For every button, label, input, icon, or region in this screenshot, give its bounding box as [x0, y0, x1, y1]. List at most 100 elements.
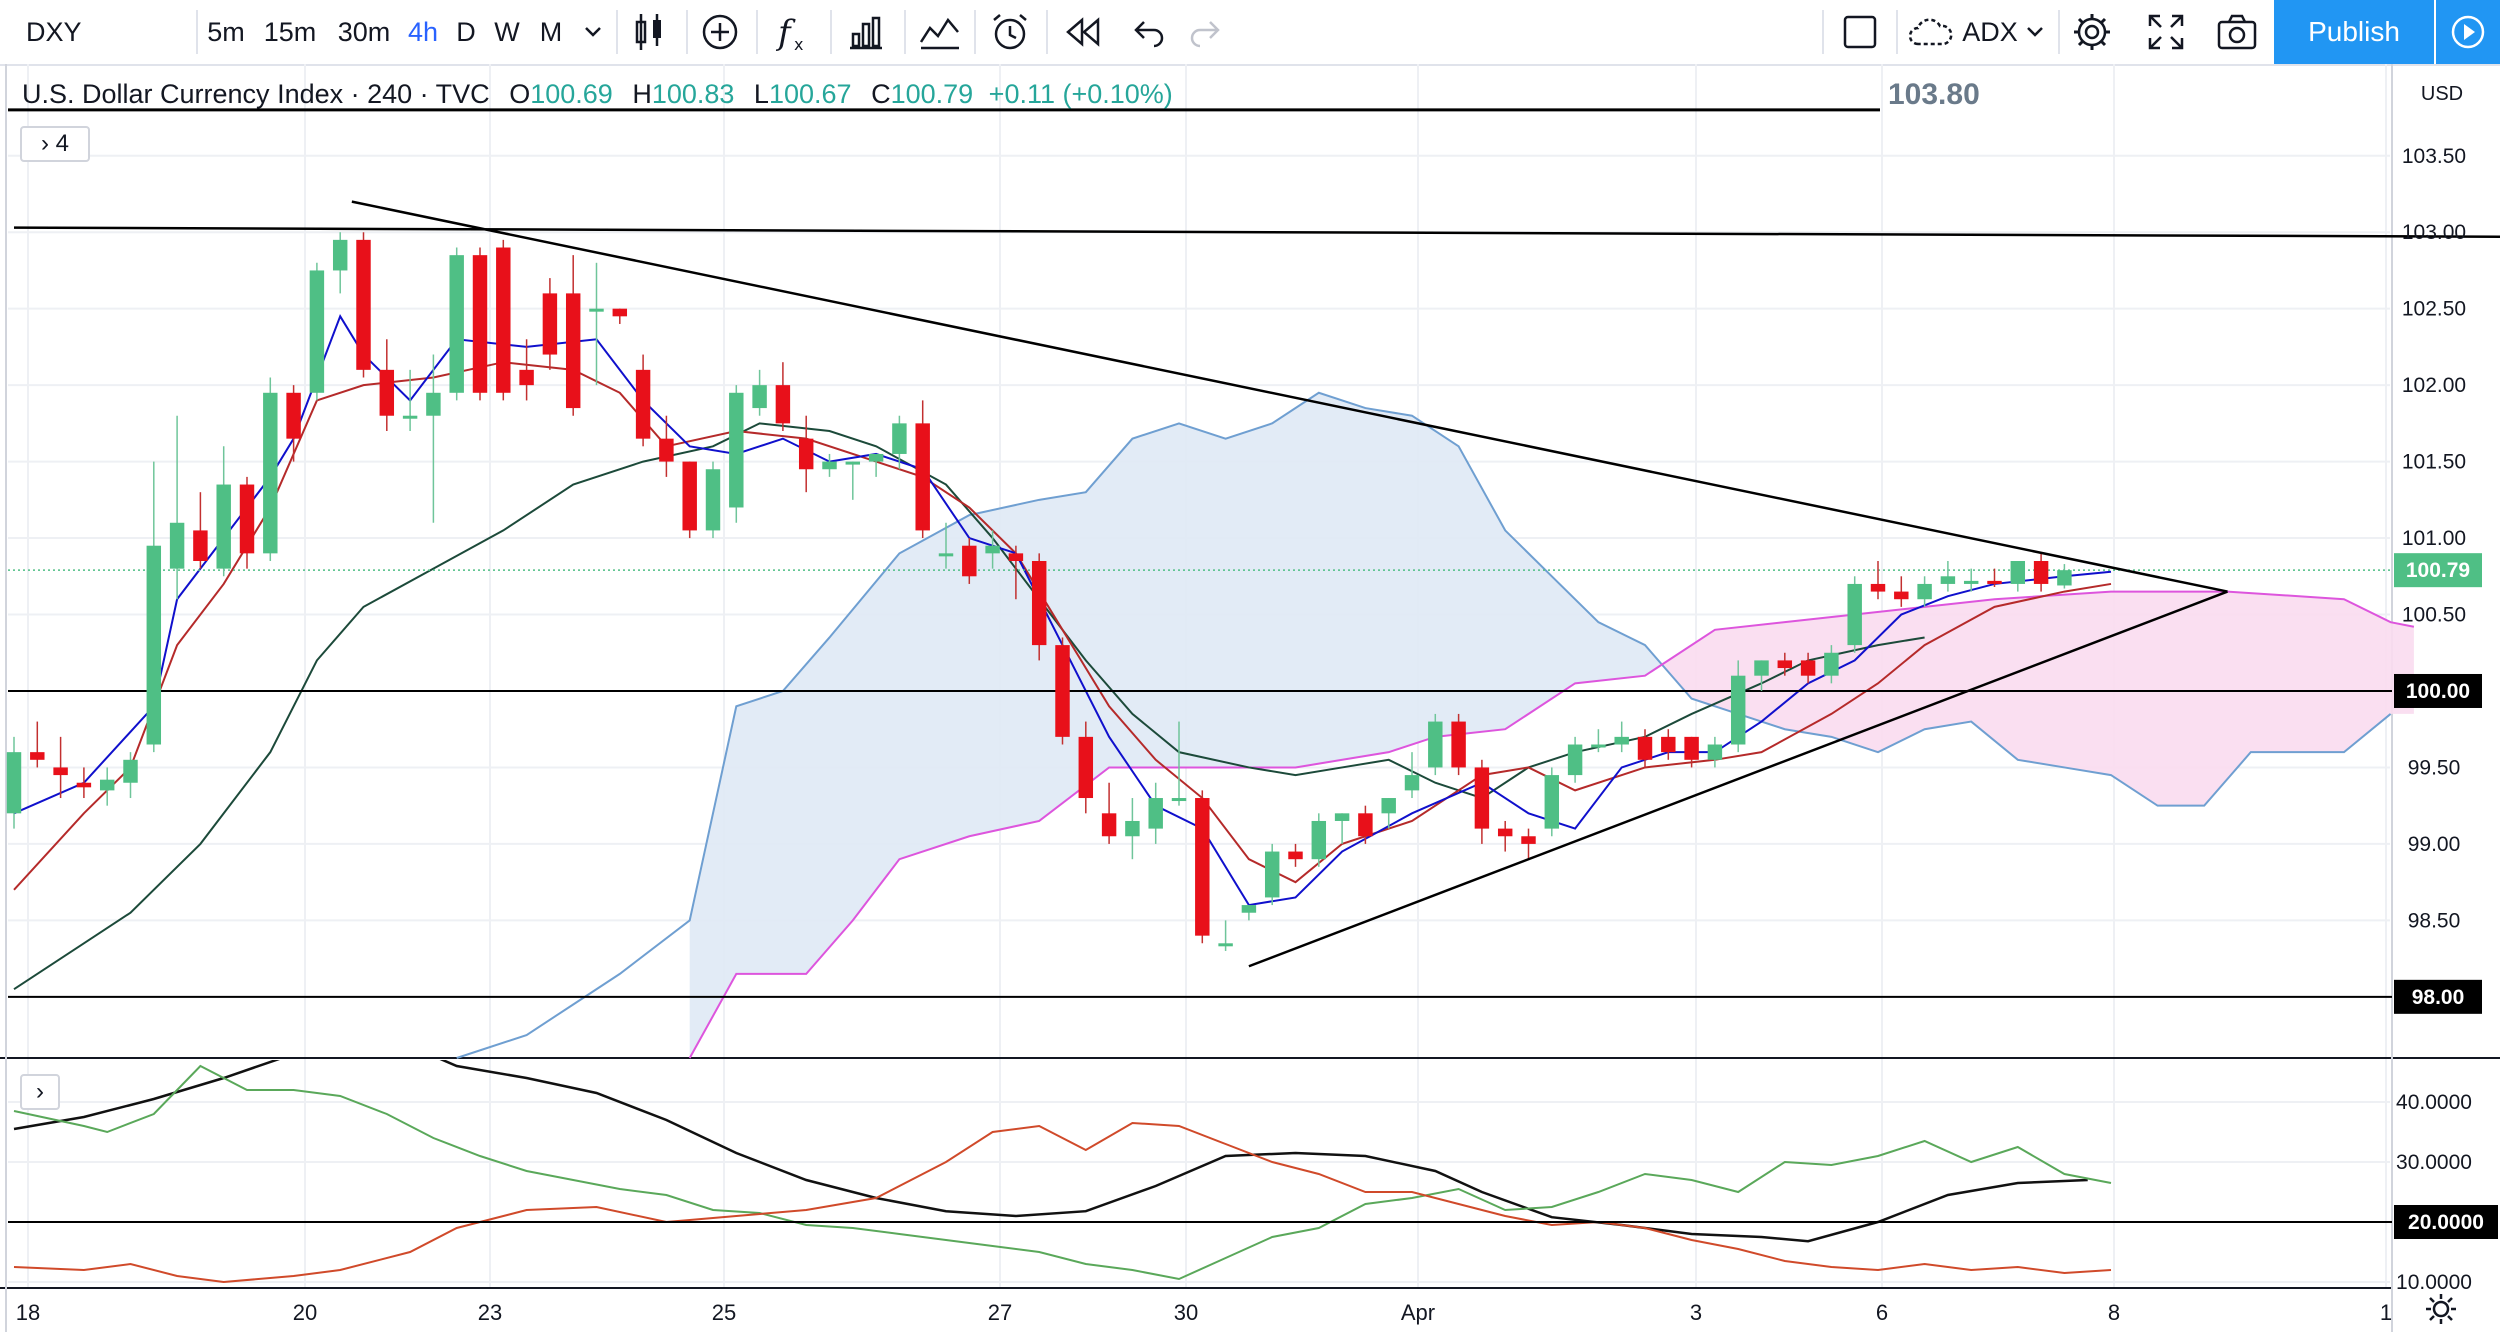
candle-up: [868, 453, 884, 462]
fullscreen-icon[interactable]: [2146, 12, 2186, 52]
candle-up: [845, 461, 861, 465]
camera-icon[interactable]: [2216, 12, 2258, 52]
candle-down: [193, 530, 208, 561]
toolbar-divider: [1896, 10, 1898, 54]
interval-15m[interactable]: 15m: [263, 17, 317, 47]
price-tick-label: 101.00: [2402, 527, 2466, 550]
candle-up: [1544, 775, 1560, 829]
undo-icon[interactable]: [1132, 16, 1168, 48]
candle-down: [1055, 645, 1070, 737]
candle-up: [1148, 798, 1163, 829]
candle-down: [1451, 721, 1466, 768]
toolbar-divider: [974, 10, 976, 54]
candle-up: [2057, 570, 2072, 586]
gear-icon[interactable]: [2072, 12, 2112, 52]
legend-low: 100.67: [768, 79, 852, 109]
candle-up: [1381, 798, 1396, 814]
candle-up: [309, 270, 325, 393]
legend-open-label: O: [509, 79, 531, 109]
chart-area[interactable]: 98.0098.5099.0099.50100.00100.50101.0010…: [0, 64, 2500, 1332]
chevron-down-icon[interactable]: [2024, 22, 2046, 42]
toolbar-divider: [686, 10, 688, 54]
adx-tick-label: 30.0000: [2396, 1151, 2472, 1174]
candle-down: [798, 438, 814, 470]
candle-down: [496, 247, 511, 393]
interval-30m[interactable]: 30m: [337, 17, 391, 47]
currency-label[interactable]: USD: [2420, 83, 2464, 105]
symbol-search[interactable]: DXY: [26, 17, 82, 47]
candle-up: [99, 779, 115, 791]
candle-down: [53, 767, 68, 776]
toolbar-divider: [904, 10, 906, 54]
trendlines[interactable]: [13, 200, 2500, 968]
level-label: 103.80: [1888, 78, 1980, 111]
adx-level-tag: 20.0000: [2408, 1211, 2484, 1234]
toolbar-divider: [756, 10, 758, 54]
interval-4h[interactable]: 4h: [407, 17, 439, 47]
candle-down: [1195, 798, 1210, 936]
chevron-right-icon: ›: [36, 1078, 44, 1105]
time-tick-label: 6: [1876, 1300, 1888, 1325]
rectangle-icon[interactable]: [1842, 14, 1878, 50]
candle-up: [1334, 813, 1350, 821]
price-tick-label: 103.50: [2402, 145, 2466, 168]
play-icon: [2451, 15, 2485, 49]
candle-up: [216, 484, 231, 569]
settings-gear-icon[interactable]: [2424, 1292, 2458, 1326]
candle-down: [1497, 828, 1513, 837]
trendline[interactable]: [13, 226, 2500, 238]
indicators-toggle[interactable]: › 4: [20, 126, 90, 162]
candle-down: [1870, 583, 1886, 592]
candle-down: [1078, 736, 1094, 799]
interval-5m[interactable]: 5m: [207, 17, 245, 47]
legend-open: 100.69: [530, 79, 613, 109]
toolbar-divider: [1822, 10, 1824, 54]
candle-down: [76, 782, 92, 788]
replay-icon[interactable]: [1064, 16, 1104, 48]
level-tag: 100.00: [2406, 680, 2470, 703]
candle-up: [169, 522, 185, 569]
candle-down: [356, 239, 371, 370]
candle-down: [542, 293, 558, 355]
interval-w[interactable]: W: [494, 17, 520, 47]
legend-low-label: L: [753, 79, 769, 109]
horizontal-levels[interactable]: [8, 108, 2392, 998]
candles-icon[interactable]: [632, 12, 666, 52]
candle-up: [752, 385, 767, 409]
compare-icon[interactable]: [918, 12, 962, 52]
redo-icon[interactable]: [1186, 16, 1222, 48]
candle-up: [1311, 820, 1327, 860]
candle-up: [589, 308, 604, 312]
play-button[interactable]: [2436, 0, 2500, 64]
candle-down: [612, 308, 628, 317]
candle-up: [1264, 851, 1280, 898]
plus-circle-icon[interactable]: [700, 12, 740, 52]
candle-up: [705, 469, 721, 531]
senkou-span-a-line: [688, 590, 2415, 1059]
trendline[interactable]: [351, 200, 2228, 593]
candle-up: [1241, 905, 1257, 913]
trendline[interactable]: [1248, 590, 2228, 968]
time-tick-label: 23: [478, 1300, 502, 1325]
chevron-right-icon: ›: [40, 130, 49, 157]
cloud-icon[interactable]: [1908, 16, 1954, 48]
indicator-adx[interactable]: ADX: [1962, 17, 2018, 47]
adx-line: [13, 1060, 2088, 1243]
bar-chart-icon[interactable]: [846, 12, 886, 52]
chevron-down-icon[interactable]: [582, 22, 604, 42]
svg-text:f: f: [775, 13, 796, 53]
candle-down: [379, 369, 395, 416]
publish-button[interactable]: Publish: [2274, 0, 2434, 64]
di-minus-line: [13, 1121, 2112, 1284]
alarm-icon[interactable]: [988, 10, 1032, 54]
candle-down: [659, 438, 674, 462]
adx-pane-toggle[interactable]: ›: [20, 1074, 60, 1110]
candle-up: [1963, 580, 1979, 584]
legend-title[interactable]: U.S. Dollar Currency Index · 240 · TVC: [22, 79, 490, 109]
interval-d[interactable]: D: [456, 17, 476, 47]
price-tick-label: 101.50: [2402, 451, 2466, 474]
price-tick-label: 99.50: [2408, 756, 2461, 779]
interval-m[interactable]: M: [539, 17, 563, 47]
candle-down: [1031, 561, 1047, 646]
